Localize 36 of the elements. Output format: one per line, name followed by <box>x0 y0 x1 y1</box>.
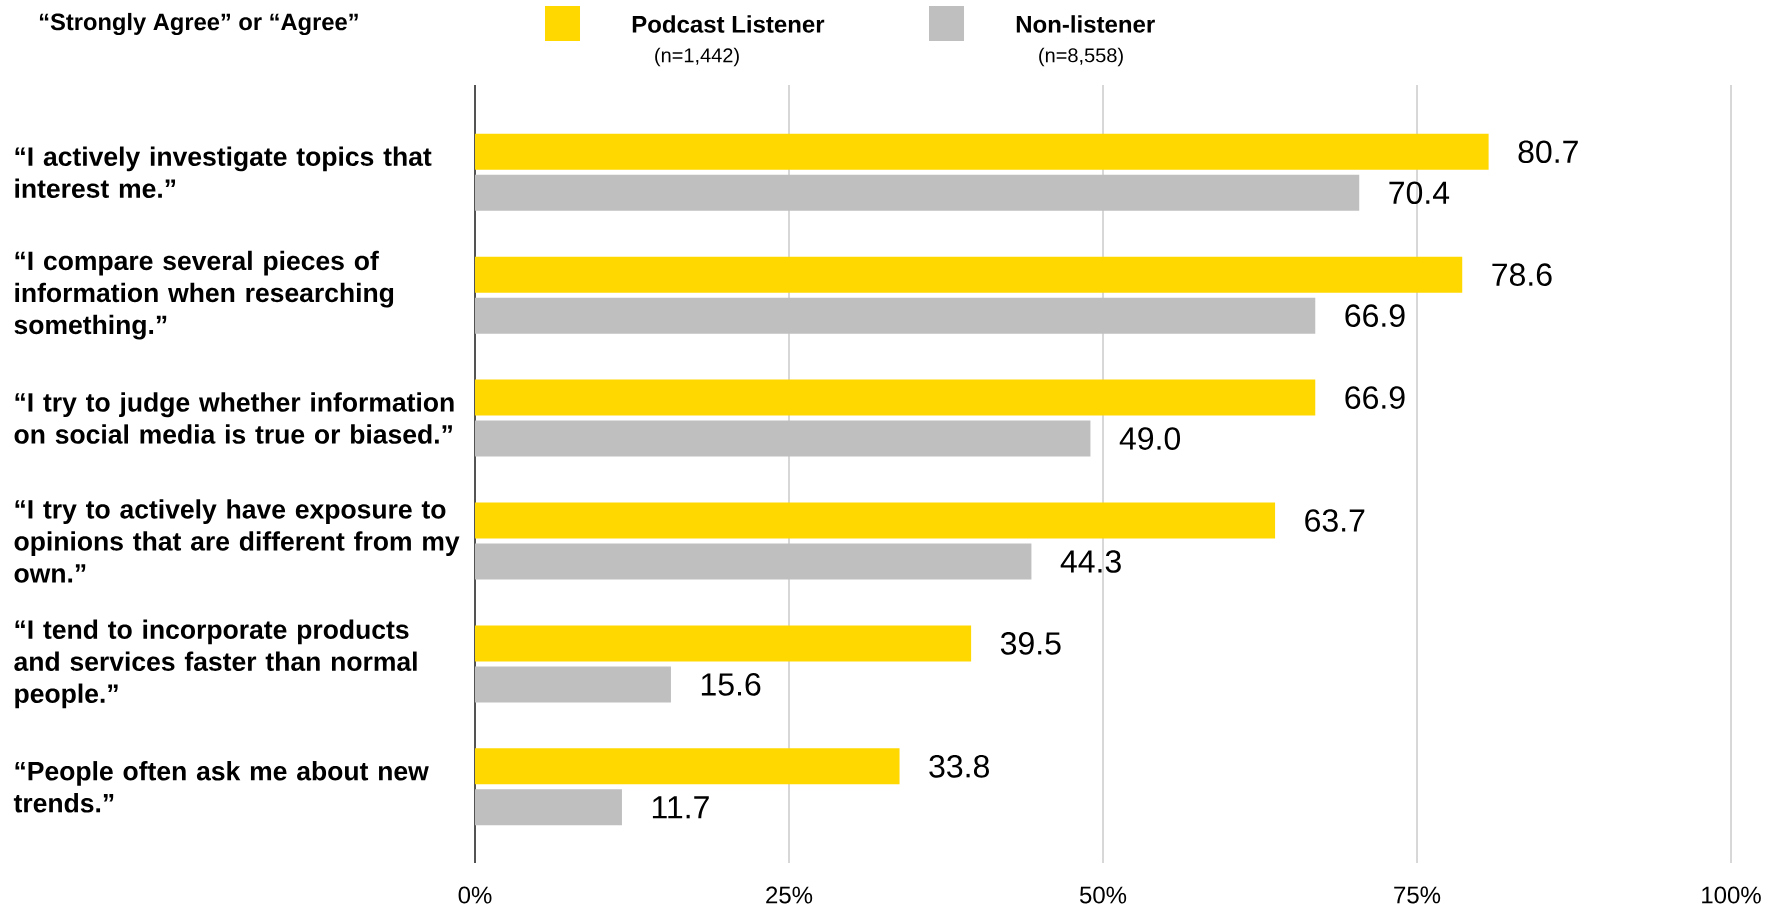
y-tick-label: “I try to judge whether information on social media is true or biased.” <box>14 392 454 444</box>
bar <box>475 748 900 785</box>
data-label: 70.4 <box>1389 181 1450 205</box>
x-tick-label: 0% <box>458 886 492 904</box>
data-label: 66.9 <box>1345 386 1405 409</box>
text: “Strongly Agree” or “Agree” <box>39 12 358 36</box>
y-tick-label: “I compare several pieces of information when researching something.” <box>14 250 394 340</box>
bar <box>475 502 1276 539</box>
text: (n=8,558) <box>1039 47 1123 67</box>
legend-label: Non-listener <box>1016 15 1155 33</box>
x-tick-label: 75% <box>1394 886 1441 904</box>
data-label: 78.6 <box>1492 263 1552 286</box>
x-tick-label: 100% <box>1702 886 1761 904</box>
data-label: 63.7 <box>1305 509 1365 532</box>
data-label: 11.7 <box>652 796 709 819</box>
data-label: 33.8 <box>929 754 989 778</box>
data-label: 80.7 <box>1518 140 1578 164</box>
y-tick-label: “People often ask me about new trends.” <box>13 761 429 813</box>
bar <box>475 379 1316 416</box>
bar <box>475 133 1489 170</box>
text: (n=1,442) <box>655 47 739 67</box>
data-label: 49.0 <box>1119 427 1181 450</box>
bar <box>475 625 972 662</box>
bar <box>475 789 622 826</box>
data-label: 66.9 <box>1345 304 1405 327</box>
bar <box>475 666 671 703</box>
x-tick-label: 25% <box>766 886 813 904</box>
y-tick-label: “I tend to incorporate products and services faster than normal people.” <box>14 619 417 709</box>
y-tick-label: “I actively investigate topics that interest me.” <box>15 146 432 198</box>
data-label: 15.6 <box>701 673 761 696</box>
legend-label: Podcast Listener <box>632 15 825 33</box>
data-label: 39.5 <box>1000 632 1061 655</box>
x-tick-label: 50% <box>1079 886 1127 904</box>
y-tick-label: “I try to actively have exposure to opinions that are different from my own.” <box>14 499 460 583</box>
bar <box>475 256 1463 293</box>
data-label: 44.3 <box>1060 550 1121 573</box>
